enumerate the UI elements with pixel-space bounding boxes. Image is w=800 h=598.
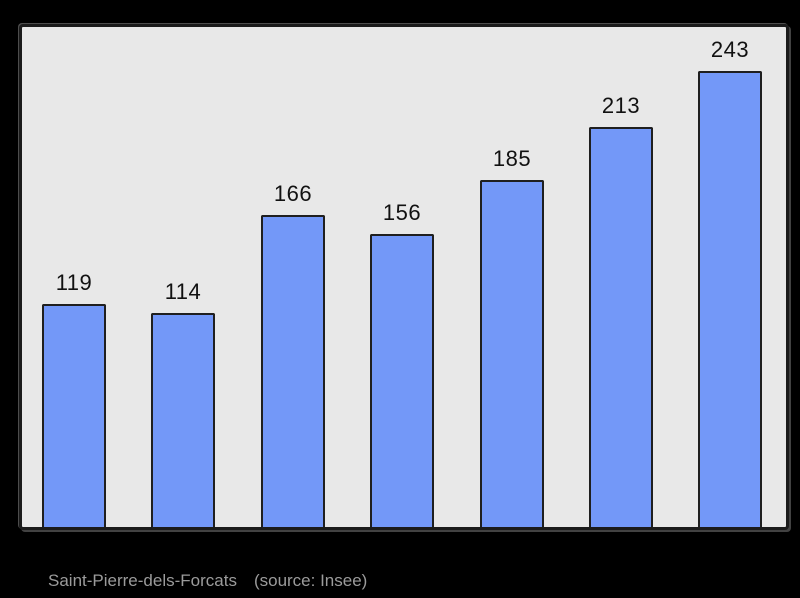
bar-value-label: 185 bbox=[492, 146, 532, 171]
plot-area: 119 114 166 156 185 213 243 bbox=[22, 27, 786, 527]
bar bbox=[151, 313, 215, 527]
caption-title: Saint-Pierre-dels-Forcats bbox=[48, 571, 237, 590]
chart-caption: Saint-Pierre-dels-Forcats (source: Insee) bbox=[48, 571, 367, 591]
bar-value-label: 156 bbox=[382, 200, 422, 225]
bar bbox=[261, 215, 325, 527]
bar bbox=[42, 304, 106, 527]
bar-value-label: 166 bbox=[273, 181, 313, 206]
bar bbox=[698, 71, 762, 527]
bar-value-label: 243 bbox=[710, 37, 750, 62]
bar bbox=[480, 180, 544, 527]
bar bbox=[370, 234, 434, 527]
bar-value-label: 114 bbox=[164, 279, 202, 304]
chart-frame: 119 114 166 156 185 213 243 bbox=[19, 24, 789, 530]
caption-source: (source: Insee) bbox=[253, 571, 368, 590]
bar-value-label: 119 bbox=[55, 270, 93, 295]
bar bbox=[589, 127, 653, 527]
bar-value-label: 213 bbox=[601, 93, 641, 118]
